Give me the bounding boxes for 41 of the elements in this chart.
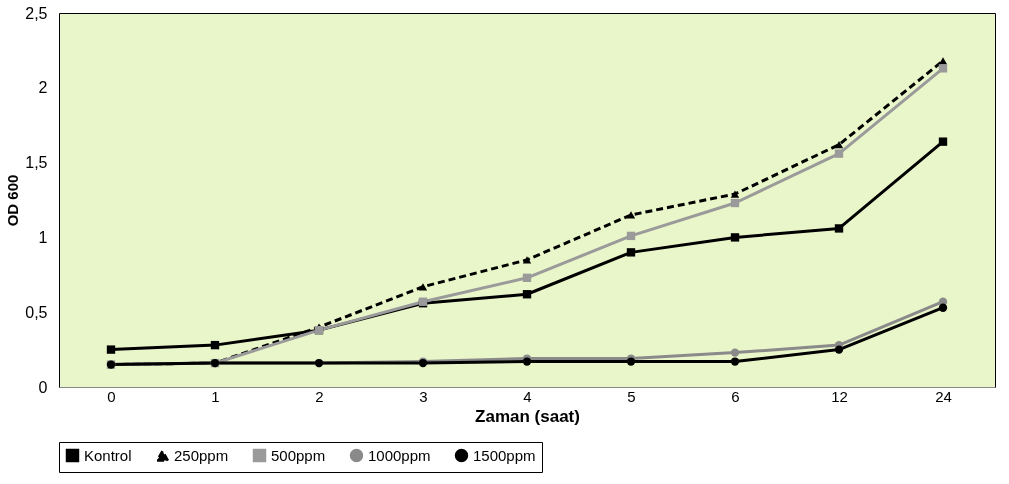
point (730, 348, 740, 357)
point (626, 231, 636, 241)
x-tick-label: 4 (523, 387, 532, 405)
point (626, 211, 636, 219)
point (938, 64, 948, 73)
point (522, 273, 532, 282)
x-tick-label: 5 (627, 387, 636, 405)
x-tick-label: 2 (315, 387, 324, 405)
point (834, 149, 844, 158)
x-tick-label: 0 (107, 387, 116, 405)
y-tick-label: 2 (38, 79, 48, 97)
x-axis-title: Zaman (saat) (475, 406, 580, 426)
y-tick-label: 0,5 (25, 303, 48, 321)
point (210, 340, 220, 350)
x-tick-label: 24 (935, 387, 952, 405)
point (106, 345, 116, 354)
point (730, 357, 740, 366)
x-tick-label: 12 (831, 387, 848, 405)
x-tick-label: 3 (419, 387, 428, 405)
point (938, 137, 948, 146)
y-tick-label: 2,5 (25, 4, 48, 22)
legend-label: Kontrol (84, 446, 132, 464)
point (730, 190, 740, 198)
point (522, 290, 532, 299)
legend-label: 1500ppm (473, 446, 536, 464)
point (626, 248, 636, 257)
y-tick-label: 1,5 (25, 154, 48, 172)
legend-label: 250ppm (174, 446, 229, 464)
point (834, 224, 844, 233)
legend-label: 1000ppm (368, 446, 431, 464)
point (834, 345, 844, 354)
point (834, 141, 844, 149)
y-tick-label: 1 (38, 228, 48, 246)
x-tick-label: 6 (731, 387, 740, 405)
y-axis-title: OD 600 (4, 174, 22, 227)
point (418, 283, 428, 291)
point (938, 303, 948, 312)
point (730, 233, 740, 242)
x-tick-label: 1 (211, 387, 220, 405)
point (730, 198, 740, 208)
legend-label: 500ppm (271, 446, 326, 464)
